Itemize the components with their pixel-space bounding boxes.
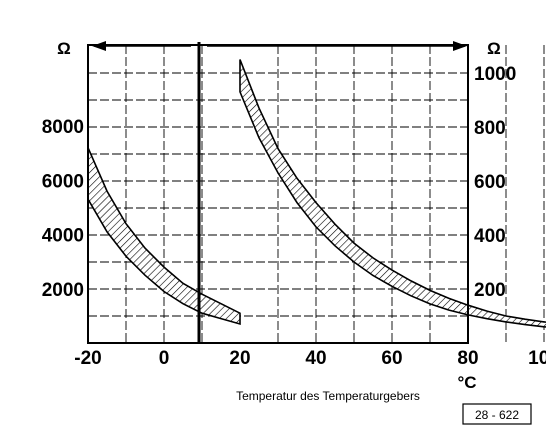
y-tick-left: 4000 — [42, 226, 84, 247]
data-bands — [87, 59, 546, 328]
resistance-band-left — [87, 147, 241, 326]
ohm-label-left: Ω — [57, 39, 71, 58]
y-tick-right: 200 — [474, 280, 506, 301]
reference-box — [462, 403, 532, 425]
x-tick: 60 — [381, 348, 402, 369]
resistance-band-right — [239, 59, 546, 328]
tick-labels: 2000 4000 6000 8000 200 400 600 800 1000 -20 0 20 40… — [42, 64, 546, 369]
y-tick-right: 400 — [474, 226, 506, 247]
x-tick: 0 — [159, 348, 170, 369]
ohm-label-right: Ω — [487, 39, 501, 58]
y-tick-right: 800 — [474, 118, 506, 139]
left-range-arrow — [92, 41, 191, 51]
y-tick-right: 600 — [474, 172, 506, 193]
x-tick: 80 — [457, 348, 478, 369]
reference-code: 28 - 622 — [475, 408, 519, 422]
celsius-label: °C — [457, 373, 476, 392]
x-tick: 40 — [305, 348, 326, 369]
right-range-arrow — [207, 41, 467, 51]
x-tick: 20 — [229, 348, 250, 369]
plot-frame — [87, 44, 469, 344]
x-tick: 100 — [528, 348, 546, 369]
y-tick-left: 2000 — [42, 280, 84, 301]
y-tick-right: 1000 — [474, 64, 516, 85]
y-tick-left: 6000 — [42, 171, 84, 192]
y-tick-left: 8000 — [42, 117, 84, 138]
x-axis-caption: Temperatur des Temperaturgebers — [236, 389, 420, 403]
x-tick: -20 — [74, 348, 101, 369]
